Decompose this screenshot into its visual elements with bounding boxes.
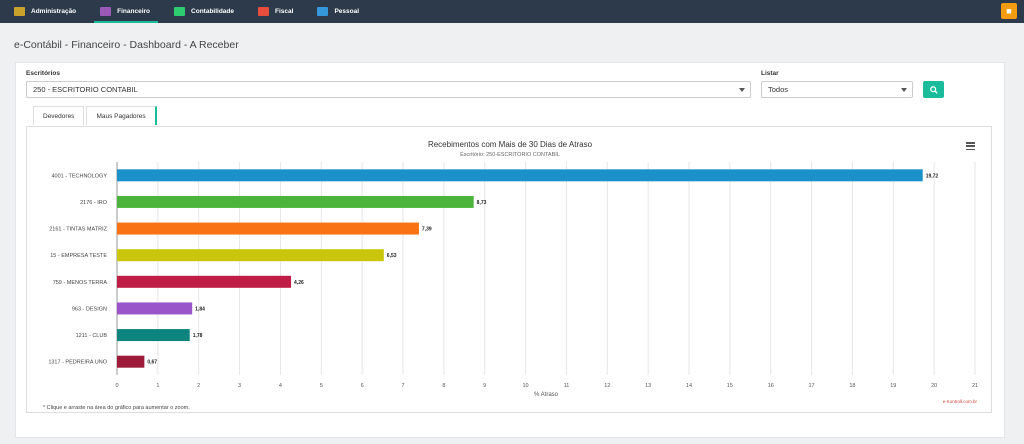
value-label: 19,72 <box>926 173 939 179</box>
chart-title: Recebimentos com Mais de 30 Dias de Atra… <box>428 140 593 149</box>
x-tick-label: 17 <box>809 383 815 389</box>
chart-footnote: * Clique e arraste na área do gráfico pa… <box>43 405 190 411</box>
bar-chart[interactable]: Recebimentos com Mais de 30 Dias de Atra… <box>27 127 993 414</box>
chart-container[interactable]: Recebimentos com Mais de 30 Dias de Atra… <box>26 126 992 413</box>
x-tick-label: 19 <box>890 383 896 389</box>
x-tick-label: 7 <box>401 383 404 389</box>
x-tick-label: 21 <box>972 383 978 389</box>
x-tick-label: 3 <box>238 383 241 389</box>
notification-icon: ■ <box>1006 5 1012 16</box>
x-tick-label: 2 <box>197 383 200 389</box>
nav-item-contabilidade[interactable]: Contabilidade <box>160 0 244 23</box>
bar <box>117 169 923 182</box>
nav-item-label: Financeiro <box>117 8 151 15</box>
nav-item-financeiro[interactable]: Financeiro <box>86 0 160 23</box>
x-tick-label: 1 <box>156 383 159 389</box>
tab-maus-pagadores[interactable]: Maus Pagadores <box>86 106 157 125</box>
value-label: 7,39 <box>422 227 432 233</box>
escritorios-label: Escritórios <box>26 70 60 77</box>
nav-item-fiscal[interactable]: Fiscal <box>244 0 303 23</box>
value-label: 1,84 <box>195 306 205 312</box>
nav-item-label: Administração <box>31 8 77 15</box>
bar <box>117 302 193 315</box>
chart-menu-button[interactable] <box>966 142 975 151</box>
top-nav: Administração Financeiro Contabilidade Fisc… <box>0 0 1024 23</box>
x-tick-label: 11 <box>564 383 570 389</box>
tab-bar: Devedores Maus Pagadores <box>33 106 159 125</box>
hamburger-icon <box>966 142 975 144</box>
bar <box>117 222 419 235</box>
chart-credits: e-Kontroll.com.br <box>943 399 978 404</box>
folder-icon <box>14 7 25 16</box>
x-tick-label: 5 <box>320 383 323 389</box>
x-tick-label: 9 <box>483 383 486 389</box>
category-label: 2161 - TINTAS MATRIZ <box>49 227 107 233</box>
x-tick-label: 0 <box>115 383 118 389</box>
x-tick-label: 16 <box>768 383 774 389</box>
escritorios-select[interactable]: 250 - ESCRITORIO CONTABIL <box>26 81 751 98</box>
category-label: 963 - DESIGN <box>72 306 107 312</box>
x-tick-label: 14 <box>686 383 692 389</box>
listar-select[interactable]: Todos <box>761 81 913 98</box>
chart-subtitle: Escritório: 250-ESCRITORIO CONTABIL <box>460 152 560 158</box>
dashboard-card: Escritórios 250 - ESCRITORIO CONTABIL Li… <box>15 62 1005 438</box>
chevron-down-icon <box>739 88 745 92</box>
escritorios-value: 250 - ESCRITORIO CONTABIL <box>33 85 138 94</box>
listar-label: Listar <box>761 70 779 77</box>
category-label: 1211 - CLUB <box>76 333 108 339</box>
x-tick-label: 12 <box>604 383 610 389</box>
bar <box>117 195 474 208</box>
value-label: 4,26 <box>294 280 304 286</box>
value-label: 8,73 <box>477 200 487 206</box>
category-label: 15 - EMPRESA TESTE <box>50 253 107 259</box>
x-tick-label: 15 <box>727 383 733 389</box>
nav-item-label: Pessoal <box>334 8 360 15</box>
category-label: 759 - MENOS TERRA <box>53 280 108 286</box>
bar <box>117 275 292 288</box>
x-tick-label: 10 <box>523 383 529 389</box>
chevron-down-icon <box>901 88 907 92</box>
document-icon <box>258 7 270 16</box>
category-label: 1317 - PEDREIRA UNO <box>48 360 107 366</box>
calculator-icon <box>100 7 112 16</box>
x-tick-label: 6 <box>361 383 364 389</box>
x-axis-label: % Atraso <box>534 392 559 398</box>
ledger-icon <box>174 7 186 16</box>
bar <box>117 249 384 262</box>
nav-item-label: Fiscal <box>275 8 294 15</box>
nav-item-pessoal[interactable]: Pessoal <box>303 0 369 23</box>
x-tick-label: 4 <box>279 383 282 389</box>
x-tick-label: 20 <box>931 383 937 389</box>
user-icon <box>317 7 329 16</box>
page-title: e-Contábil - Financeiro - Dashboard - A … <box>14 39 239 51</box>
tab-devedores[interactable]: Devedores <box>33 106 85 125</box>
category-label: 2176 - IRO <box>80 200 108 206</box>
value-label: 0,67 <box>147 360 157 366</box>
bar <box>117 355 145 368</box>
nav-item-label: Contabilidade <box>191 8 235 15</box>
nav-item-administracao[interactable]: Administração <box>0 0 86 23</box>
value-label: 6,53 <box>387 253 397 259</box>
x-tick-label: 13 <box>645 383 651 389</box>
notification-button[interactable]: ■ <box>1001 3 1017 19</box>
search-icon <box>929 85 938 94</box>
x-tick-label: 18 <box>849 383 855 389</box>
listar-value: Todos <box>768 85 789 94</box>
bar <box>117 329 190 342</box>
value-label: 1,78 <box>193 333 203 339</box>
x-tick-label: 8 <box>442 383 445 389</box>
search-button[interactable] <box>923 81 944 98</box>
category-label: 4001 - TECHNOLOGY <box>51 173 107 179</box>
